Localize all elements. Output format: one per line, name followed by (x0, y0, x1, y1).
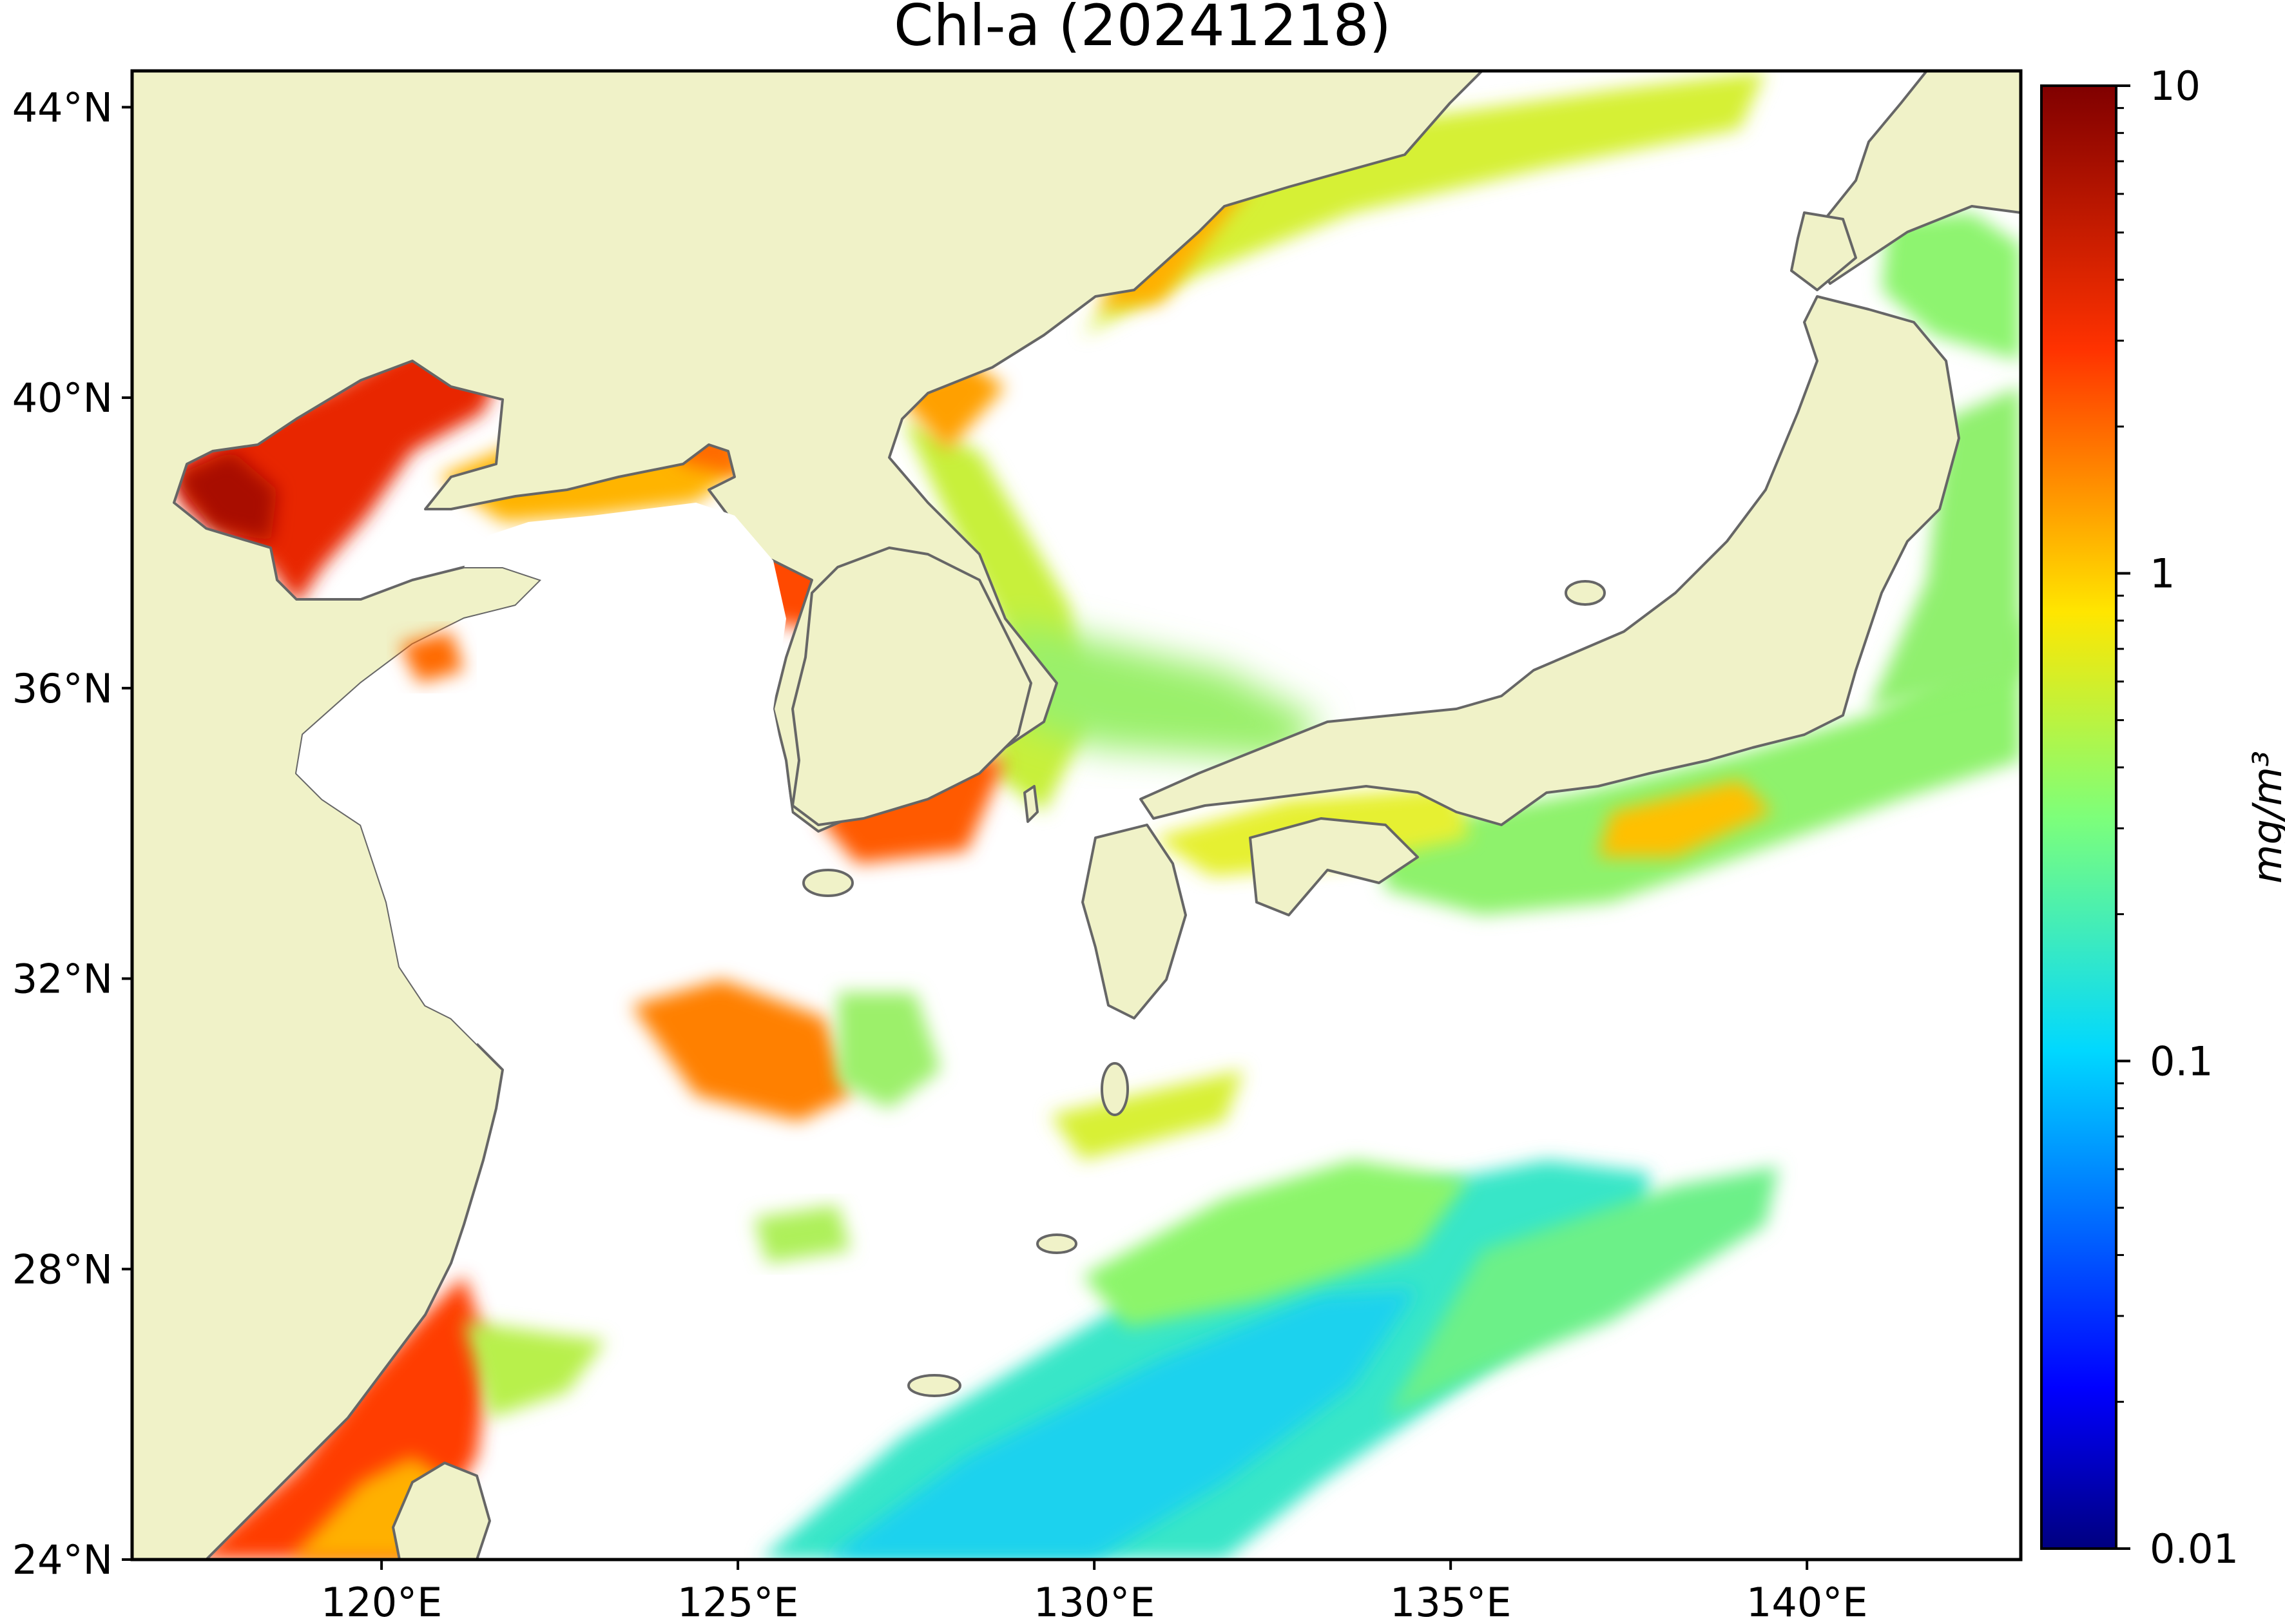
chl-patch-tohoku (1869, 387, 2021, 709)
x-tick-label: 120°E (321, 1579, 443, 1624)
land-layer (132, 71, 2021, 1560)
longitude-axis: 120°E 125°E 130°E 135°E 140°E (321, 1560, 1868, 1624)
chl-patch-bohai-west (174, 451, 277, 541)
chl-patch-pacific-south (1083, 1160, 1469, 1328)
map-frame (130, 69, 2023, 1561)
chl-patch-primorye (1083, 71, 1766, 335)
land-taiwan (392, 1462, 491, 1560)
x-tick-label: 130°E (1034, 1579, 1155, 1624)
land-tsushima (1023, 785, 1039, 823)
chl-patch-sagami (1598, 780, 1772, 857)
y-tick-label: 28°N (12, 1246, 113, 1293)
colorbar-label: mg/m³ (2244, 751, 2285, 884)
colorbar-tick-label: 0.1 (2150, 1038, 2213, 1085)
y-tick-label: 44°N (12, 84, 113, 131)
land-island-ryukyu-3 (1101, 1062, 1129, 1116)
land-island-ryukyu-1 (1036, 1233, 1077, 1254)
chl-patch-hokkaido-east (1882, 213, 2021, 361)
land-sado (1565, 580, 1606, 606)
latitude-axis: 24°N 28°N 32°N 36°N 40°N 44°N (12, 84, 132, 1583)
x-tick-label: 135°E (1390, 1579, 1512, 1624)
colorbar: 0.01 0.1 1 10 mg/m³ (2040, 63, 2285, 1572)
y-tick-label: 32°N (12, 956, 113, 1003)
colorbar-tick-label: 1 (2150, 550, 2175, 597)
map-title: Chl-a (20241218) (894, 0, 1391, 59)
x-tick-label: 140°E (1746, 1579, 1868, 1624)
land-honshu (1139, 295, 1960, 826)
chl-patch-japan-pacific (1379, 612, 2021, 915)
chl-patch-east-sea-south (1005, 619, 1321, 760)
colorbar-tick-label: 0.01 (2150, 1525, 2239, 1572)
chl-patch-ecs-3 (1050, 1070, 1244, 1160)
land-korea (791, 546, 1032, 826)
colorbar-axis: 0.01 0.1 1 10 (2116, 63, 2239, 1572)
sea-yellow-sea-interior (296, 503, 793, 1044)
colorbar-tick-label: 10 (2150, 63, 2201, 110)
chl-patch-pacific-band (1385, 1166, 1779, 1418)
x-tick-label: 125°E (677, 1579, 799, 1624)
land-shikoku (1249, 817, 1419, 916)
y-tick-label: 24°N (12, 1536, 113, 1583)
sea-yellow-sea-chl-west (400, 632, 464, 683)
y-tick-label: 36°N (12, 665, 113, 712)
y-tick-label: 40°N (12, 374, 113, 421)
chl-patch-ecs-2 (838, 992, 941, 1108)
chl-patch-ecs-4 (754, 1205, 851, 1263)
chl-patch-ecs-1 (632, 980, 851, 1121)
colorbar-gradient (2040, 84, 2117, 1550)
land-island-ryukyu-2 (907, 1374, 961, 1397)
chl-patch-fujian-outer (464, 1321, 606, 1418)
land-kyushu (1081, 824, 1187, 1020)
land-jeju (802, 869, 854, 897)
land-hokkaido (1803, 71, 2021, 285)
chl-patch-kuroshio-inner (825, 1289, 1418, 1560)
land-hokkaido-south (1790, 211, 1857, 291)
